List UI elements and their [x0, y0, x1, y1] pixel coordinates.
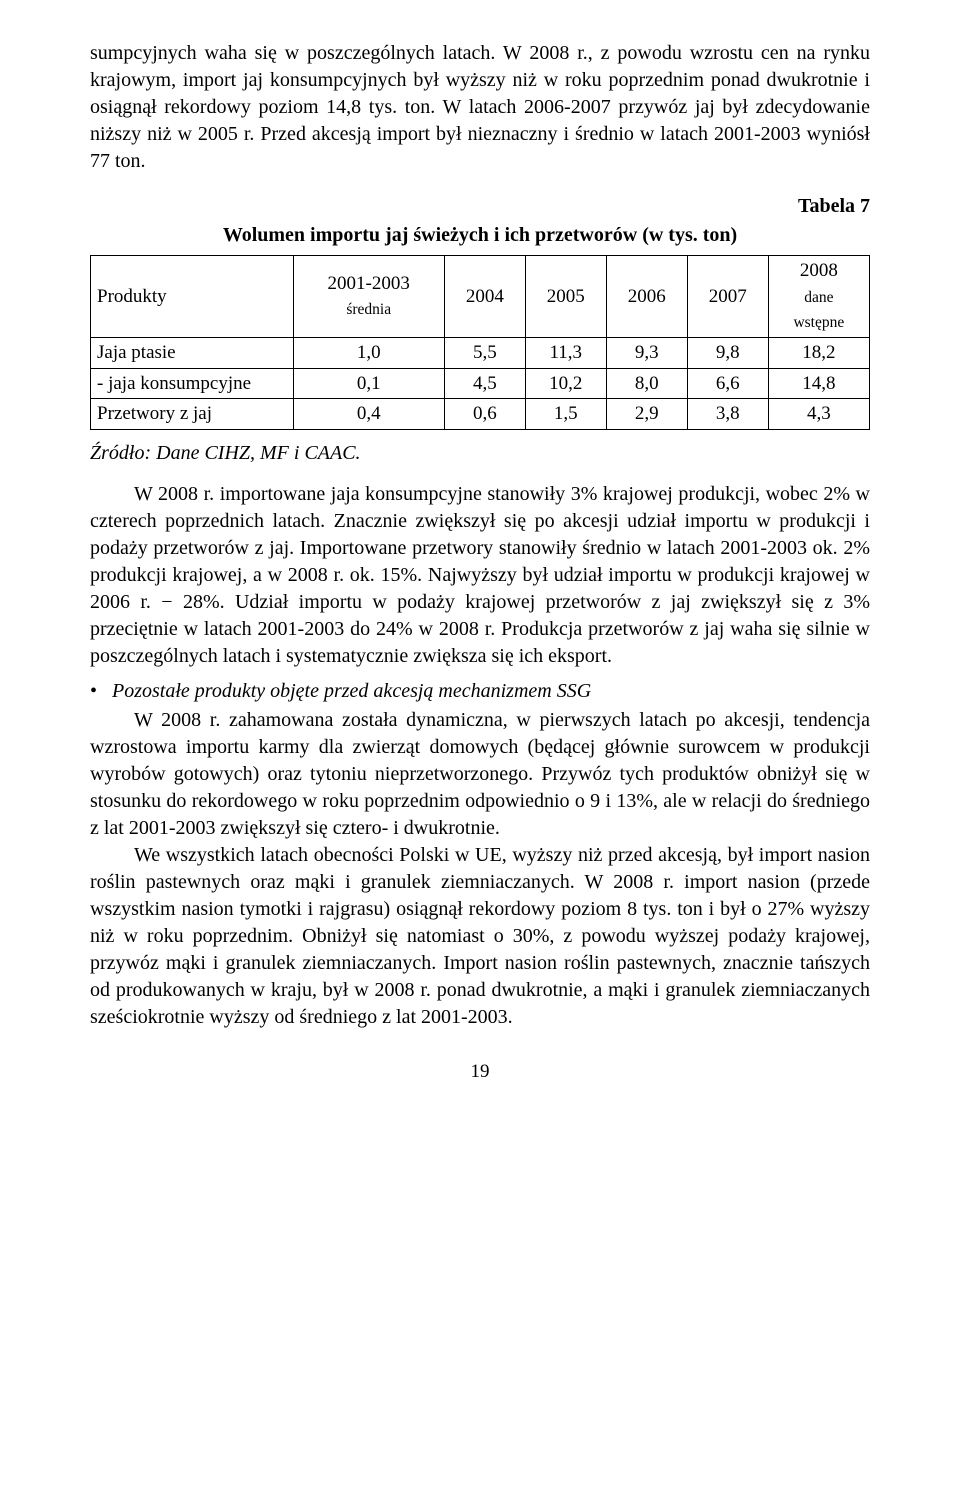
paragraph-intro: sumpcyjnych waha się w poszczególnych la…	[90, 40, 870, 175]
table-header-row: Produkty 2001-2003 średnia 2004 2005 200…	[91, 256, 870, 338]
cell-value: 9,8	[687, 337, 768, 368]
cell-value: 5,5	[444, 337, 525, 368]
col-2001-2003-line1: 2001-2003	[328, 273, 410, 294]
cell-value: 11,3	[525, 337, 606, 368]
col-2008-line2: dane	[804, 289, 833, 306]
col-2005: 2005	[525, 256, 606, 338]
cell-product: - jaja konsumpcyjne	[91, 368, 294, 399]
bullet-list: Pozostałe produkty objęte przed akcesją …	[90, 678, 870, 705]
cell-product: Przetwory z jaj	[91, 399, 294, 430]
col-products: Produkty	[91, 256, 294, 338]
cell-value: 6,6	[687, 368, 768, 399]
cell-value: 14,8	[768, 368, 869, 399]
bullet-item-ssg: Pozostałe produkty objęte przed akcesją …	[90, 678, 870, 705]
col-2008-line3: wstępne	[793, 314, 844, 331]
paragraph-4: We wszystkich latach obecności Polski w …	[90, 842, 870, 1031]
cell-value: 1,5	[525, 399, 606, 430]
cell-value: 0,4	[293, 399, 444, 430]
table-title: Wolumen importu jaj świeżych i ich przet…	[90, 222, 870, 249]
paragraph-3: W 2008 r. zahamowana została dynamiczna,…	[90, 707, 870, 842]
cell-value: 0,1	[293, 368, 444, 399]
table-label: Tabela 7	[90, 193, 870, 220]
table-row: Przetwory z jaj 0,4 0,6 1,5 2,9 3,8 4,3	[91, 399, 870, 430]
cell-value: 18,2	[768, 337, 869, 368]
cell-value: 0,6	[444, 399, 525, 430]
cell-value: 10,2	[525, 368, 606, 399]
col-2001-2003: 2001-2003 średnia	[293, 256, 444, 338]
table-7: Produkty 2001-2003 średnia 2004 2005 200…	[90, 255, 870, 430]
col-2001-2003-line2: średnia	[346, 301, 391, 318]
table-row: Jaja ptasie 1,0 5,5 11,3 9,3 9,8 18,2	[91, 337, 870, 368]
col-2008: 2008 dane wstępne	[768, 256, 869, 338]
table-7-block: Tabela 7 Wolumen importu jaj świeżych i …	[90, 193, 870, 430]
cell-value: 4,3	[768, 399, 869, 430]
cell-value: 9,3	[606, 337, 687, 368]
cell-value: 1,0	[293, 337, 444, 368]
cell-value: 4,5	[444, 368, 525, 399]
cell-value: 2,9	[606, 399, 687, 430]
col-2004: 2004	[444, 256, 525, 338]
cell-value: 8,0	[606, 368, 687, 399]
col-2006: 2006	[606, 256, 687, 338]
col-2008-line1: 2008	[800, 260, 838, 281]
table-source: Źródło: Dane CIHZ, MF i CAAC.	[90, 440, 870, 467]
cell-value: 3,8	[687, 399, 768, 430]
cell-product: Jaja ptasie	[91, 337, 294, 368]
paragraph-2: W 2008 r. importowane jaja konsumpcyjne …	[90, 481, 870, 670]
col-2007: 2007	[687, 256, 768, 338]
table-row: - jaja konsumpcyjne 0,1 4,5 10,2 8,0 6,6…	[91, 368, 870, 399]
page-number: 19	[90, 1059, 870, 1085]
